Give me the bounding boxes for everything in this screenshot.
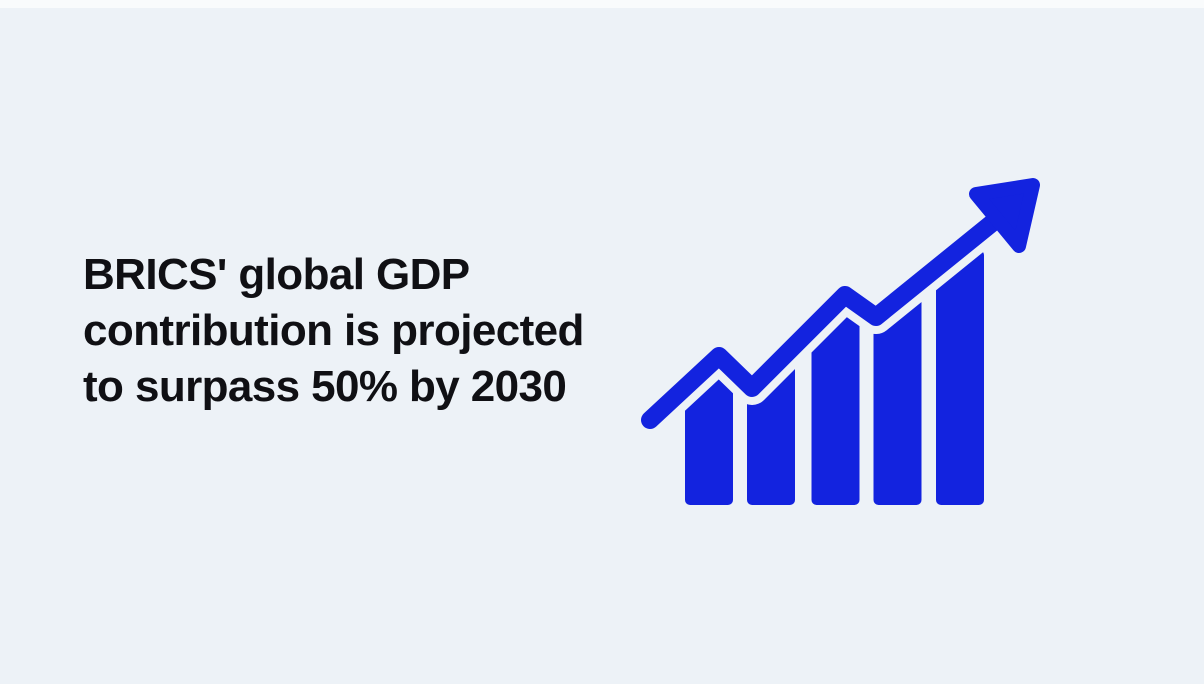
headline: BRICS' global GDP contribution is projec… <box>83 247 584 415</box>
arrowhead-icon <box>969 178 1040 253</box>
headline-line-2: contribution is projected <box>83 306 584 355</box>
growth-chart-icon <box>640 178 1040 505</box>
bar-5 <box>936 250 984 505</box>
trend-line <box>641 206 1011 429</box>
headline-line-3: to surpass 50% by 2030 <box>83 362 567 411</box>
top-strip-highlight <box>0 0 1204 8</box>
headline-line-1: BRICS' global GDP <box>83 250 470 299</box>
